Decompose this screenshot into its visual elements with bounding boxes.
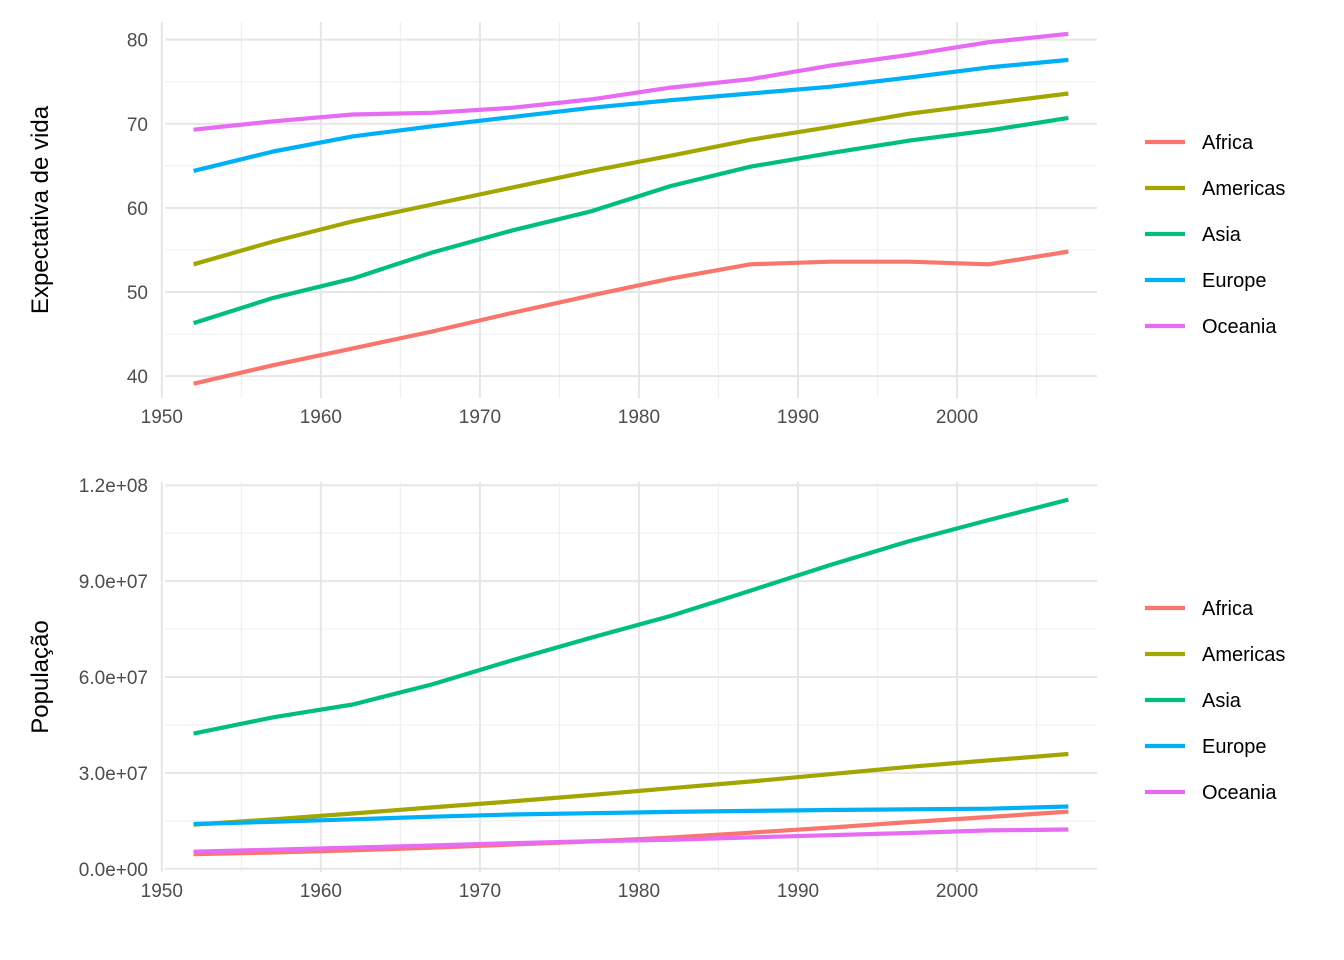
y-axis-title: População [27,620,54,733]
y-tick-label: 1.2e+08 [79,476,148,497]
y-tick-label: 3.0e+07 [79,764,148,785]
x-tick-label: 1970 [459,407,501,428]
legend-label-americas: Americas [1202,178,1285,200]
y-tick-label: 40 [127,367,148,388]
panel-population: 1950 1960 1970 1980 1990 2000 0.0e+00 3.0e+07 6.… [27,476,1285,902]
y-tick-label: 0.0e+00 [79,860,148,881]
series-line-americas [193,751,1069,827]
legend-label-europe: Europe [1202,736,1267,758]
x-tick-label: 2000 [936,407,978,428]
series-line-asia [192,115,1069,326]
y-axis-title: Expectativa de vida [27,105,54,314]
legend-label-europe: Europe [1202,270,1267,292]
y-tick-label: 9.0e+07 [79,572,148,593]
y-tick-label: 70 [127,115,148,136]
series-line-americas [193,91,1069,267]
x-tick-label: 1960 [300,407,342,428]
legend: Africa Americas Asia Europe Oceania [1145,132,1285,338]
series-line-africa [193,249,1069,386]
x-tick-label: 1950 [141,407,183,428]
legend-label-oceania: Oceania [1202,782,1277,804]
legend-label-africa: Africa [1202,598,1254,620]
x-tick-label: 1990 [777,407,819,428]
x-tick-label: 1970 [459,881,501,902]
series-line-europe [193,804,1069,827]
legend-label-asia: Asia [1202,690,1242,712]
y-tick-label: 6.0e+07 [79,668,148,689]
y-tick-label: 80 [127,31,148,52]
y-tick-label: 60 [127,199,148,220]
x-tick-label: 2000 [936,881,978,902]
legend: Africa Americas Asia Europe Oceania [1145,598,1285,804]
x-tick-label: 1980 [618,881,660,902]
legend-label-asia: Asia [1202,224,1242,246]
x-tick-label: 1990 [777,881,819,902]
series-line-europe [193,57,1069,173]
x-tick-label: 1950 [141,881,183,902]
panel-life-expectancy: 1950 1960 1970 1980 1990 2000 40 50 60 70 80 Expect… [27,22,1285,428]
y-tick-label: 50 [127,283,148,304]
series-line-oceania [193,827,1069,854]
x-tick-label: 1960 [300,881,342,902]
series-line-oceania [193,31,1069,132]
legend-label-oceania: Oceania [1202,316,1277,338]
series-line-asia [193,497,1069,736]
legend-label-americas: Americas [1202,644,1285,666]
x-tick-label: 1980 [618,407,660,428]
legend-label-africa: Africa [1202,132,1254,154]
